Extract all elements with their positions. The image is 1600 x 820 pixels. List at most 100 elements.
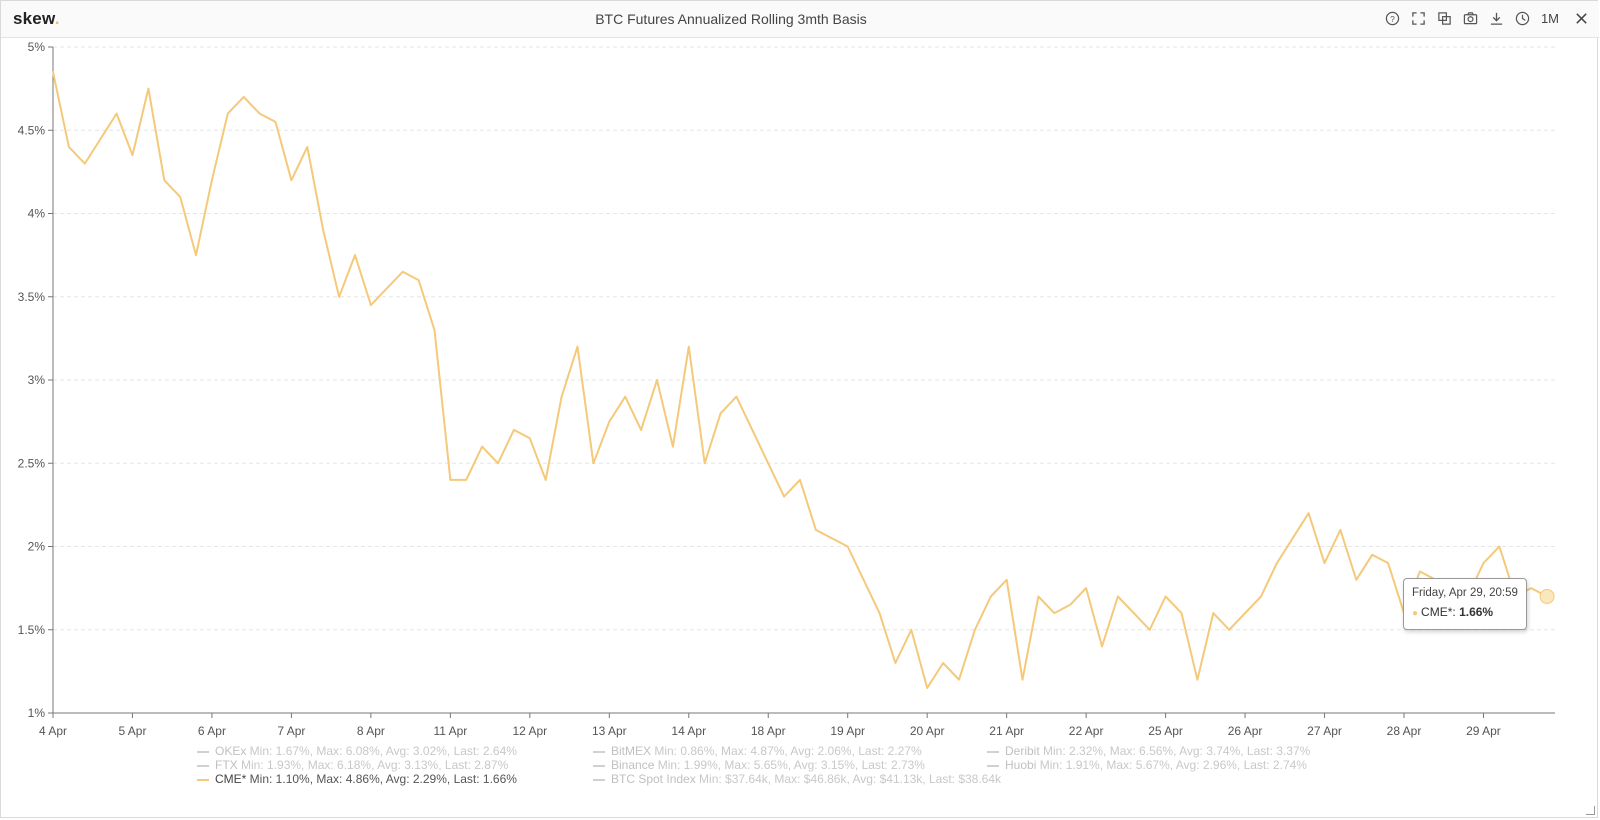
data-point [465,479,468,481]
fullscreen-icon[interactable] [1409,8,1429,28]
data-point [1371,554,1374,556]
legend-stats: Min: 1.10%, Max: 4.86%, Avg: 2.29%, Last… [246,772,517,786]
legend-swatch [593,750,605,753]
legend-swatch [987,764,999,767]
data-point [608,420,611,423]
legend-stats: Min: 1.91%, Max: 5.67%, Avg: 2.96%, Last… [1036,758,1307,772]
y-tick-label: 4.5% [18,123,46,137]
data-point [1069,603,1072,606]
copy-icon[interactable] [1435,8,1455,28]
data-point [1148,628,1151,631]
data-point [481,445,483,448]
data-point [163,179,166,181]
data-point [926,687,928,689]
data-point [592,462,595,465]
legend-item[interactable]: OKEx Min: 1.67%, Max: 6.08%, Avg: 3.02%,… [197,744,517,758]
data-point [1355,579,1358,581]
close-icon[interactable] [1571,8,1591,28]
legend-swatch [593,764,605,767]
data-point [227,112,229,115]
legend: OKEx Min: 1.67%, Max: 6.08%, Avg: 3.02%,… [1,744,1599,814]
legend-series-name: BitMEX [611,744,652,758]
data-point [989,595,992,598]
x-axis: 4 Apr 5 Apr 6 Apr 7 Apr 8 Apr 11 Apr 12 Apr 13 … [39,713,1501,738]
tooltip-series-name: CME* [1421,605,1453,619]
data-point [354,254,356,256]
data-point [497,462,499,465]
y-tick-label: 2.5% [18,456,46,470]
legend-stats: Min: 0.86%, Max: 4.87%, Avg: 2.06%, Last… [651,744,922,758]
data-point [799,479,801,481]
data-point [1180,612,1183,614]
x-tick-label: 21 Apr [989,724,1024,738]
data-point [1244,612,1246,614]
data-point [656,379,658,381]
y-tick-label: 1% [28,706,46,720]
data-point [1164,595,1167,598]
x-tick-label: 11 Apr [433,724,467,738]
data-point [242,96,245,98]
x-tick-label: 12 Apr [512,724,547,738]
data-point [1037,595,1040,598]
download-icon[interactable] [1487,8,1507,28]
x-tick-label: 8 Apr [357,724,385,738]
data-point [258,112,261,115]
tooltip: Friday, Apr 29, 20:59 ● CME*: 1.66% [1403,578,1527,630]
data-point [974,628,976,631]
resize-handle[interactable] [1586,806,1595,815]
legend-item[interactable]: Huobi Min: 1.91%, Max: 5.67%, Avg: 2.96%… [987,758,1307,772]
legend-item[interactable]: FTX Min: 1.93%, Max: 6.18%, Avg: 3.13%, … [197,758,508,772]
x-tick-label: 13 Apr [592,724,627,738]
data-point [672,445,674,448]
x-tick-label: 7 Apr [277,724,305,738]
y-axis: 1% 1.5% 2% 2.5% 3% 3.5% 4% 4.5% 5% [18,40,54,720]
data-point [862,579,865,581]
data-point [894,662,897,664]
toolbar: ? 1M [1383,8,1591,28]
range-selector[interactable]: 1M [1540,10,1559,26]
logo-text: skew [13,9,55,28]
x-tick-label: 20 Apr [910,724,945,738]
skew-logo: skew. [13,9,60,29]
y-tick-label: 4% [28,207,46,221]
data-point [560,395,563,398]
data-point [576,345,579,348]
legend-item[interactable]: BitMEX Min: 0.86%, Max: 4.87%, Avg: 2.06… [593,744,922,758]
clock-icon[interactable] [1513,8,1533,28]
legend-series-name: BTC Spot Index [611,772,696,786]
data-point [910,628,913,631]
data-point [703,462,706,465]
tooltip-value: 1.66% [1459,605,1494,619]
data-point [147,87,150,90]
data-point [878,612,881,614]
data-point [544,479,547,481]
data-point [831,537,833,539]
legend-series-name: Deribit [1005,744,1040,758]
legend-swatch [197,778,209,781]
data-point [783,495,785,498]
data-point [322,229,325,231]
tooltip-series-dot: ● [1412,608,1419,619]
data-point [815,529,817,531]
data-point [1196,678,1199,681]
legend-item[interactable]: BTC Spot Index Min: $37.64k, Max: $46.86… [593,772,1001,786]
legend-series-name: OKEx [215,744,247,758]
legend-item[interactable]: CME* Min: 1.10%, Max: 4.86%, Avg: 2.29%,… [197,772,517,786]
logo-dot: . [54,9,60,28]
data-point [1387,562,1389,564]
help-icon[interactable]: ? [1383,8,1403,28]
data-point [1005,579,1008,581]
data-point [370,304,372,306]
data-point [1228,628,1230,631]
camera-icon[interactable] [1461,8,1481,28]
data-point [211,179,213,181]
x-tick-label: 28 Apr [1387,724,1422,738]
legend-item[interactable]: Deribit Min: 2.32%, Max: 6.56%, Avg: 3.7… [987,744,1310,758]
legend-item[interactable]: Binance Min: 1.99%, Max: 5.65%, Avg: 3.1… [593,758,925,772]
legend-series-name: Binance [611,758,655,772]
x-tick-label: 5 Apr [118,724,146,738]
data-point [195,254,197,256]
y-tick-label: 1.5% [18,623,46,637]
data-point [401,270,404,273]
data-point [1276,562,1278,564]
